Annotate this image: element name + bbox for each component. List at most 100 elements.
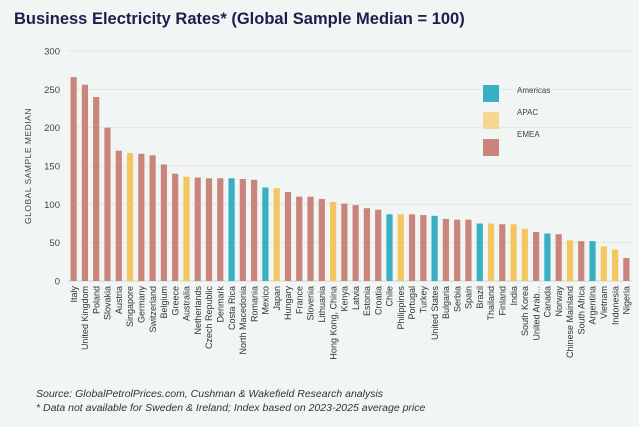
- bar-belgium: [160, 164, 167, 281]
- bar-hungary: [284, 192, 292, 281]
- bar-thailand: [487, 223, 495, 281]
- x-tick-label: India: [509, 286, 519, 306]
- x-tick-label: Netherlands: [193, 286, 203, 335]
- x-tick-label: Argentina: [588, 286, 598, 325]
- bar-portugal: [408, 214, 416, 281]
- x-tick-label: Italy: [69, 286, 79, 303]
- x-tick-label: Turkey: [419, 286, 429, 314]
- bar-lithuania: [318, 198, 325, 281]
- bar-turkey: [420, 215, 427, 281]
- x-tick-label: Spain: [464, 286, 474, 309]
- bar-chinese-mainland: [566, 240, 574, 281]
- bar-slovakia: [104, 127, 111, 282]
- bar-south-korea: [521, 228, 528, 281]
- bar-norway: [555, 234, 562, 281]
- bar-argentina: [589, 241, 596, 281]
- legend-label: APAC: [517, 108, 538, 117]
- x-tick-label: Greece: [170, 286, 180, 316]
- x-tick-label: Hong Kong, China: [328, 286, 338, 360]
- x-tick-label: North Macedonia: [238, 286, 248, 355]
- chart-title: Business Electricity Rates* (Global Samp…: [14, 10, 465, 28]
- bar-north-macedonia: [239, 179, 246, 281]
- y-axis-label: GLOBAL SAMPLE MEDIAN: [23, 108, 33, 224]
- bar-chile: [386, 214, 393, 281]
- bar-philippines: [397, 214, 404, 281]
- bar-germany: [138, 153, 145, 281]
- x-tick-label: Vietnam: [599, 286, 609, 319]
- x-tick-label: Costa Rica: [227, 286, 237, 330]
- x-tick-label: Kenya: [340, 286, 350, 312]
- bar-canada: [544, 233, 551, 281]
- bar-kenya: [341, 203, 348, 281]
- bar-netherlands: [194, 177, 201, 281]
- x-tick-label: Denmark: [215, 286, 225, 323]
- bar-poland: [93, 97, 100, 281]
- bar-hong-kong-china: [329, 202, 337, 281]
- bar-australia: [183, 176, 190, 281]
- x-tick-label: Portugal: [407, 286, 417, 320]
- x-tick-label: Belgium: [159, 286, 169, 319]
- bar-czech-republic: [205, 178, 213, 281]
- x-tick-label: Poland: [91, 286, 101, 314]
- bar-nigeria: [623, 258, 630, 281]
- bar-serbia: [454, 219, 461, 281]
- legend-swatch-apac: [483, 112, 499, 129]
- bar-france: [296, 196, 303, 281]
- x-tick-label: Indonesia: [610, 286, 620, 325]
- x-tick-label: United Arab...: [531, 286, 541, 341]
- x-tick-label: Mexico: [261, 286, 271, 315]
- x-tick-label: United Kingdom: [80, 286, 90, 350]
- y-tick-label: 300: [44, 47, 60, 58]
- bar-south-africa: [578, 241, 585, 281]
- bar-croatia: [375, 209, 382, 281]
- bar-united-kingdom: [81, 84, 89, 281]
- bar-vietnam: [600, 246, 607, 281]
- x-tick-label: Slovenia: [306, 286, 316, 321]
- x-tick-label: Romania: [249, 286, 259, 322]
- x-tick-label: Latvia: [351, 286, 361, 310]
- x-tick-label: Japan: [272, 286, 282, 311]
- x-tick-label: United States: [430, 286, 440, 341]
- x-tick-label: Norway: [554, 286, 564, 317]
- bar-costa-rica: [228, 178, 235, 281]
- x-tick-label: Chinese Mainland: [565, 286, 575, 358]
- y-tick-label: 250: [44, 85, 60, 96]
- bar-denmark: [217, 178, 224, 281]
- x-tick-label: South Korea: [520, 286, 530, 336]
- y-tick-label: 100: [44, 200, 60, 211]
- x-tick-label: Slovakia: [103, 286, 113, 320]
- bar-latvia: [352, 205, 359, 281]
- y-tick-label: 50: [49, 238, 60, 249]
- bar-united-arab-: [533, 231, 540, 281]
- x-tick-label: Czech Republic: [204, 286, 214, 350]
- x-tick-label: Thailand: [486, 286, 496, 321]
- legend-swatch-americas: [483, 85, 499, 102]
- source-note: Source: GlobalPetrolPrices.com, Cushman …: [36, 388, 384, 400]
- footnote: * Data not available for Sweden & Irelan…: [36, 402, 426, 414]
- x-tick-label: Bulgaria: [441, 286, 451, 319]
- bar-austria: [115, 150, 122, 281]
- bar-united-states: [431, 215, 438, 281]
- x-tick-label: Austria: [114, 286, 124, 314]
- bar-bulgaria: [442, 218, 449, 281]
- x-tick-label: Germany: [137, 286, 147, 324]
- x-tick-label: Estonia: [362, 286, 372, 316]
- bar-italy: [70, 77, 77, 281]
- bar-spain: [465, 219, 472, 281]
- bar-singapore: [126, 152, 134, 281]
- x-tick-label: Serbia: [452, 286, 462, 312]
- bar-switzerland: [149, 155, 156, 281]
- x-tick-label: Croatia: [373, 286, 383, 315]
- x-tick-label: Australia: [182, 286, 192, 321]
- bar-estonia: [363, 208, 371, 281]
- x-tick-label: South Africa: [576, 286, 586, 335]
- x-tick-label: Switzerland: [148, 286, 158, 333]
- y-tick-label: 0: [55, 277, 60, 288]
- bar-slovenia: [307, 196, 314, 281]
- x-tick-label: Chile: [385, 286, 395, 307]
- x-tick-label: Finland: [497, 286, 507, 316]
- bar-india: [510, 224, 517, 281]
- x-tick-label: Canada: [543, 286, 553, 318]
- x-tick-label: France: [294, 286, 304, 314]
